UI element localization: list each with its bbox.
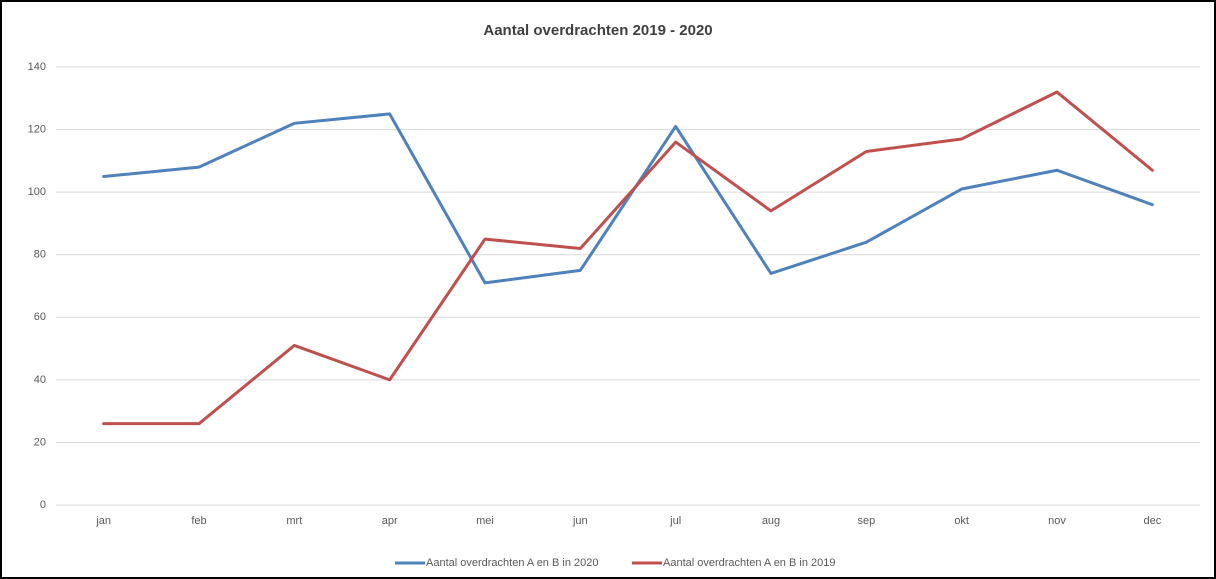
y-tick-label: 80	[34, 249, 46, 261]
x-tick-label: jan	[95, 515, 111, 527]
series-line	[102, 90, 1154, 426]
y-tick-label: 0	[40, 499, 46, 511]
y-tick-label: 120	[28, 123, 46, 135]
x-tick-label: okt	[954, 515, 969, 527]
y-tick-label: 40	[34, 374, 46, 386]
x-tick-label: aug	[762, 515, 780, 527]
legend-text: Aantal overdrachten A en B in 2020	[426, 557, 598, 569]
x-tick-label: jul	[669, 515, 681, 527]
y-tick-label: 100	[28, 186, 46, 198]
series-line	[102, 112, 1154, 285]
x-tick-label: nov	[1048, 515, 1066, 527]
x-tick-label: mei	[476, 515, 494, 527]
x-tick-label: sep	[857, 515, 875, 527]
legend-text: Aantal overdrachten A en B in 2019	[663, 557, 835, 569]
chart-title: Aantal overdrachten 2019 - 2020	[483, 22, 712, 39]
y-tick-label: 60	[34, 311, 46, 323]
y-tick-label: 140	[28, 61, 46, 73]
x-tick-label: jun	[572, 515, 588, 527]
x-tick-label: mrt	[286, 515, 302, 527]
x-tick-label: feb	[191, 515, 206, 527]
x-tick-label: dec	[1143, 515, 1161, 527]
x-tick-label: apr	[382, 515, 398, 527]
y-tick-label: 20	[34, 436, 46, 448]
